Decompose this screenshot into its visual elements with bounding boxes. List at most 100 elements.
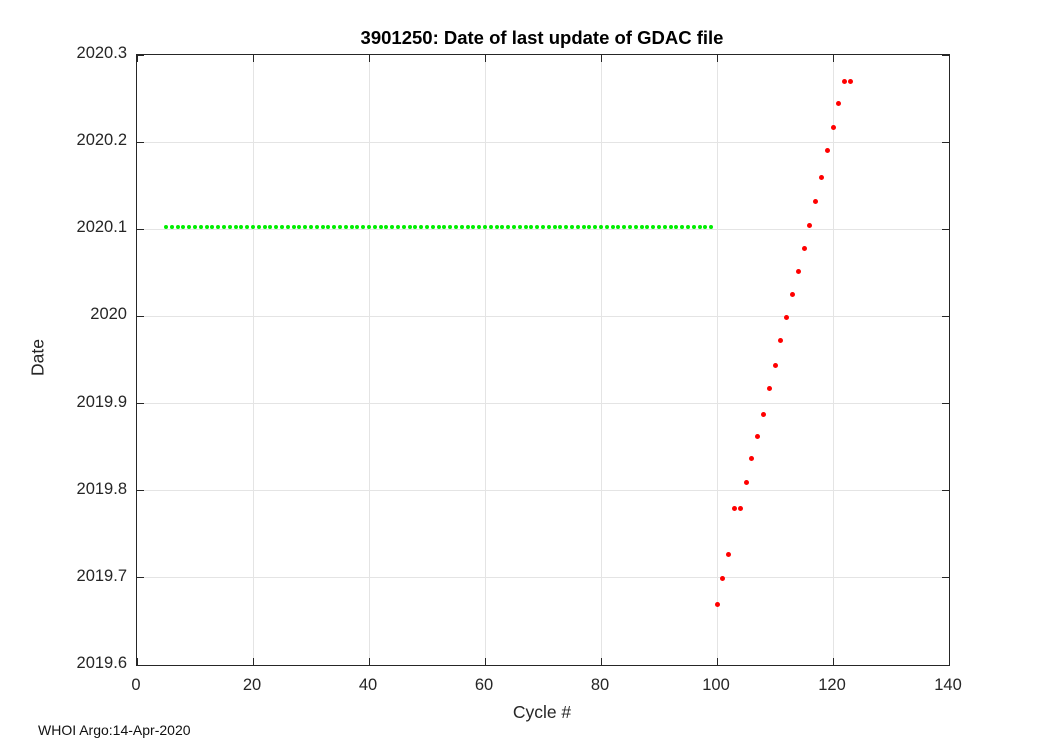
data-point-green	[500, 224, 505, 229]
data-point-red	[749, 455, 755, 461]
data-point-green	[645, 224, 650, 229]
data-point-green	[332, 224, 337, 229]
data-point-green	[401, 224, 406, 229]
y-tick-label: 2020.3	[76, 44, 127, 62]
x-tick-top	[368, 55, 370, 62]
data-point-green	[378, 224, 383, 229]
x-tick-label: 0	[131, 676, 141, 694]
x-gridline	[252, 55, 254, 665]
data-point-green	[262, 224, 267, 229]
data-point-green	[326, 224, 331, 229]
x-tick-top	[136, 55, 138, 62]
data-point-green	[291, 224, 296, 229]
data-point-green	[268, 224, 273, 229]
data-point-green	[245, 224, 250, 229]
data-point-green	[274, 224, 279, 229]
y-tick-left	[137, 54, 144, 56]
data-point-green	[338, 224, 342, 229]
data-point-green	[610, 224, 615, 229]
y-gridline	[137, 315, 949, 317]
data-point-red	[720, 576, 726, 582]
data-point-green	[546, 224, 551, 229]
data-point-green	[280, 224, 284, 229]
x-tick-top	[716, 55, 718, 62]
data-point-green	[448, 224, 453, 229]
x-gridline	[600, 55, 602, 665]
y-gridline	[137, 577, 949, 579]
data-point-green	[297, 224, 302, 229]
data-point-green	[419, 224, 424, 229]
data-point-green	[256, 224, 261, 229]
data-point-green	[541, 224, 545, 229]
y-tick-right	[942, 664, 949, 666]
data-point-green	[175, 224, 180, 229]
x-tick-bottom	[484, 658, 486, 665]
data-point-red	[755, 434, 761, 440]
data-point-green	[204, 224, 209, 229]
data-point-red	[766, 386, 772, 392]
data-point-green	[285, 224, 290, 229]
data-point-green	[193, 224, 197, 229]
data-point-green	[674, 224, 679, 229]
data-point-red	[743, 480, 749, 486]
data-point-green	[459, 224, 464, 229]
y-tick-right	[942, 403, 949, 405]
x-tick-label: 120	[818, 676, 846, 694]
x-gridline	[368, 55, 370, 665]
data-point-red	[760, 411, 766, 417]
y-tick-left	[137, 664, 144, 666]
data-point-green	[709, 224, 714, 229]
data-point-green	[169, 224, 174, 229]
y-tick-right	[942, 54, 949, 56]
x-tick-top	[484, 55, 486, 62]
x-tick-top	[948, 55, 950, 62]
data-point-green	[616, 224, 621, 229]
data-point-red	[824, 148, 830, 154]
data-point-red	[842, 78, 848, 84]
x-tick-label: 140	[934, 676, 962, 694]
data-point-red	[714, 601, 720, 607]
y-gridline	[137, 141, 949, 143]
x-tick-label: 20	[242, 676, 262, 694]
y-tick-right	[942, 490, 949, 492]
y-tick-label: 2020.1	[76, 218, 127, 237]
data-point-green	[471, 224, 476, 229]
data-point-green	[529, 224, 534, 229]
y-tick-label: 2019.8	[76, 479, 127, 498]
data-point-green	[181, 224, 186, 229]
data-point-green	[355, 224, 360, 229]
data-point-red	[778, 338, 784, 344]
data-point-green	[512, 224, 516, 229]
data-point-green	[222, 224, 226, 229]
y-tick-label: 2020	[90, 305, 127, 324]
data-point-green	[483, 224, 487, 229]
data-point-green	[407, 224, 412, 229]
x-gridline	[716, 55, 718, 665]
data-point-green	[454, 224, 458, 229]
x-tick-bottom	[600, 658, 602, 665]
y-tick-left	[137, 403, 144, 405]
data-point-green	[216, 224, 221, 229]
data-point-red	[818, 174, 824, 180]
data-point-green	[691, 224, 696, 229]
data-point-green	[552, 224, 557, 229]
y-tick-right	[942, 315, 949, 317]
y-gridline	[137, 403, 949, 405]
data-point-green	[436, 224, 441, 229]
data-point-green	[587, 224, 592, 229]
data-point-green	[320, 224, 325, 229]
data-point-green	[303, 224, 308, 229]
data-point-green	[506, 224, 511, 229]
y-tick-right	[942, 228, 949, 230]
x-tick-top	[252, 55, 254, 62]
plot-area	[136, 54, 950, 666]
data-point-green	[570, 224, 574, 229]
data-point-red	[836, 101, 842, 107]
data-point-green	[639, 224, 644, 229]
data-point-green	[628, 224, 632, 229]
data-point-green	[523, 224, 528, 229]
data-point-green	[703, 224, 708, 229]
data-point-green	[604, 224, 609, 229]
data-point-green	[390, 224, 395, 229]
data-point-green	[564, 224, 569, 229]
